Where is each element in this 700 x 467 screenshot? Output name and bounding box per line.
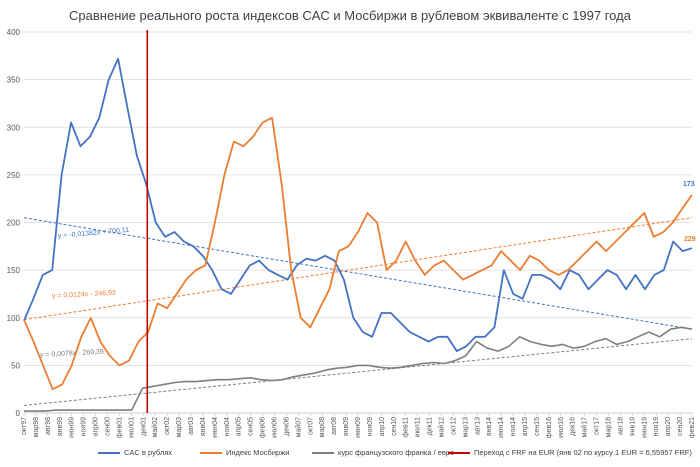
x-tick-label: окт07 <box>307 417 314 435</box>
x-tick-label: авг08 <box>331 417 338 435</box>
x-tick-label: окт97 <box>21 417 28 435</box>
x-tick-label: июн09 <box>355 417 362 438</box>
x-tick-label: окт12 <box>450 417 457 435</box>
x-tick-label: июн19 <box>641 417 648 438</box>
y-tick-label: 100 <box>7 314 21 323</box>
x-tick-label: окт02 <box>164 417 171 435</box>
x-tick-label: дек06 <box>283 417 290 436</box>
series-line <box>24 326 693 412</box>
legend-item-frf: курс французского франка / евро <box>312 448 454 457</box>
y-tick-label: 350 <box>7 76 21 85</box>
x-tick-label: апр00 <box>93 417 100 436</box>
series-line <box>23 57 693 353</box>
x-tick-label: фев21 <box>689 417 696 438</box>
y-tick-label: 150 <box>7 266 21 275</box>
trendline-equation: y = 0,0124x - 346,93 <box>52 290 116 300</box>
legend-swatch-moex <box>200 452 222 455</box>
x-tick-label: авг18 <box>617 417 624 435</box>
legend-item-moex: Индекс Мосбиржи <box>200 448 289 457</box>
x-tick-label: ноя09 <box>367 417 374 436</box>
x-axis: окт97 мар98 авг98 янв99 июн99 ноя99 апр00 сен00… <box>21 413 696 438</box>
x-tick-label: авг98 <box>45 417 52 435</box>
y-tick-label: 200 <box>7 219 21 228</box>
x-tick-label: янв04 <box>200 417 207 436</box>
x-tick-label: ноя19 <box>653 417 660 436</box>
x-tick-label: янв99 <box>57 417 64 436</box>
trendline-equation: y = -0,01382x + 700,11 <box>58 227 130 240</box>
x-tick-label: мар13 <box>462 417 469 437</box>
legend-swatch-frf <box>312 452 334 455</box>
x-tick-label: апр05 <box>236 417 243 436</box>
x-tick-label: июн14 <box>498 417 505 438</box>
x-tick-label: авг13 <box>474 417 481 435</box>
legend-item-cac: CAC в рублях <box>98 448 172 457</box>
x-tick-label: окт17 <box>594 417 601 435</box>
x-tick-label: фев01 <box>116 417 123 438</box>
legend-swatch-cac <box>98 452 120 455</box>
y-axis: 0 50 100 150 200 250 300 350 400 <box>7 28 21 418</box>
x-tick-label: май07 <box>294 417 302 438</box>
x-tick-label: сен00 <box>105 417 112 436</box>
trendline-equation: y = 0,0078x - 269,39 <box>40 349 104 359</box>
x-tick-label: июл11 <box>415 417 422 437</box>
x-tick-label: апр20 <box>665 417 672 436</box>
legend-item-transition: Переход с FRF на EUR (янв 02 по курсу 1 … <box>448 448 692 457</box>
series-line <box>23 116 693 391</box>
legend-label-transition: Переход с FRF на EUR (янв 02 по курсу 1 … <box>474 448 692 457</box>
y-tick-label: 250 <box>7 171 21 180</box>
x-tick-label: мар03 <box>176 417 183 437</box>
x-tick-label: мар98 <box>33 417 40 437</box>
x-tick-label: июн99 <box>69 417 76 438</box>
x-tick-label: авг03 <box>188 417 195 435</box>
x-tick-label: фев06 <box>260 417 267 438</box>
trendline <box>23 217 693 330</box>
x-tick-label: янв09 <box>343 417 350 436</box>
y-tick-label: 50 <box>11 361 20 370</box>
legend: CAC в рублях Индекс Мосбиржи курс францу… <box>0 448 700 462</box>
x-tick-label: сен10 <box>391 417 398 436</box>
x-tick-label: фев11 <box>403 417 410 438</box>
x-tick-label: июл01 <box>128 417 135 438</box>
x-tick-label: мар18 <box>606 417 613 437</box>
x-tick-label: дек11 <box>427 417 434 435</box>
series-lines <box>23 57 693 412</box>
x-tick-label: ноя04 <box>224 417 231 436</box>
x-tick-label: июн04 <box>212 417 219 438</box>
y-tick-label: 400 <box>7 28 21 37</box>
x-tick-label: ноя14 <box>510 417 517 436</box>
x-tick-label: янв14 <box>486 417 493 436</box>
x-tick-label: май02 <box>151 417 159 438</box>
x-tick-label: май12 <box>438 417 446 438</box>
x-tick-label: янв19 <box>629 417 636 436</box>
legend-label-cac: CAC в рублях <box>124 448 173 457</box>
y-tick-label: 300 <box>7 123 21 132</box>
trendline <box>23 217 693 321</box>
y-tick-label: 0 <box>16 409 21 418</box>
x-tick-label: сен05 <box>248 417 255 436</box>
x-tick-label: апр10 <box>379 417 386 436</box>
legend-label-frf: курс французского франка / евро <box>338 448 455 457</box>
x-tick-label: ноя99 <box>81 417 88 436</box>
end-value-label: 229 <box>684 236 696 243</box>
legend-swatch-transition <box>448 452 470 455</box>
chart-title: Сравнение реального роста индексов CAC и… <box>69 8 631 23</box>
x-tick-label: сен20 <box>677 417 684 436</box>
x-tick-label: фев16 <box>546 417 553 438</box>
trendlines <box>23 217 693 406</box>
x-tick-label: июл16 <box>558 417 565 438</box>
x-tick-label: апр15 <box>522 417 529 436</box>
x-tick-label: дек01 <box>140 417 147 436</box>
x-tick-label: июл06 <box>272 417 279 438</box>
x-tick-label: дек16 <box>570 417 577 436</box>
x-tick-label: мар08 <box>319 417 326 437</box>
end-value-label: 173 <box>683 181 695 188</box>
x-tick-label: май17 <box>581 417 589 438</box>
legend-label-moex: Индекс Мосбиржи <box>226 448 290 457</box>
trendline <box>23 338 693 406</box>
x-tick-label: сен15 <box>534 417 541 436</box>
